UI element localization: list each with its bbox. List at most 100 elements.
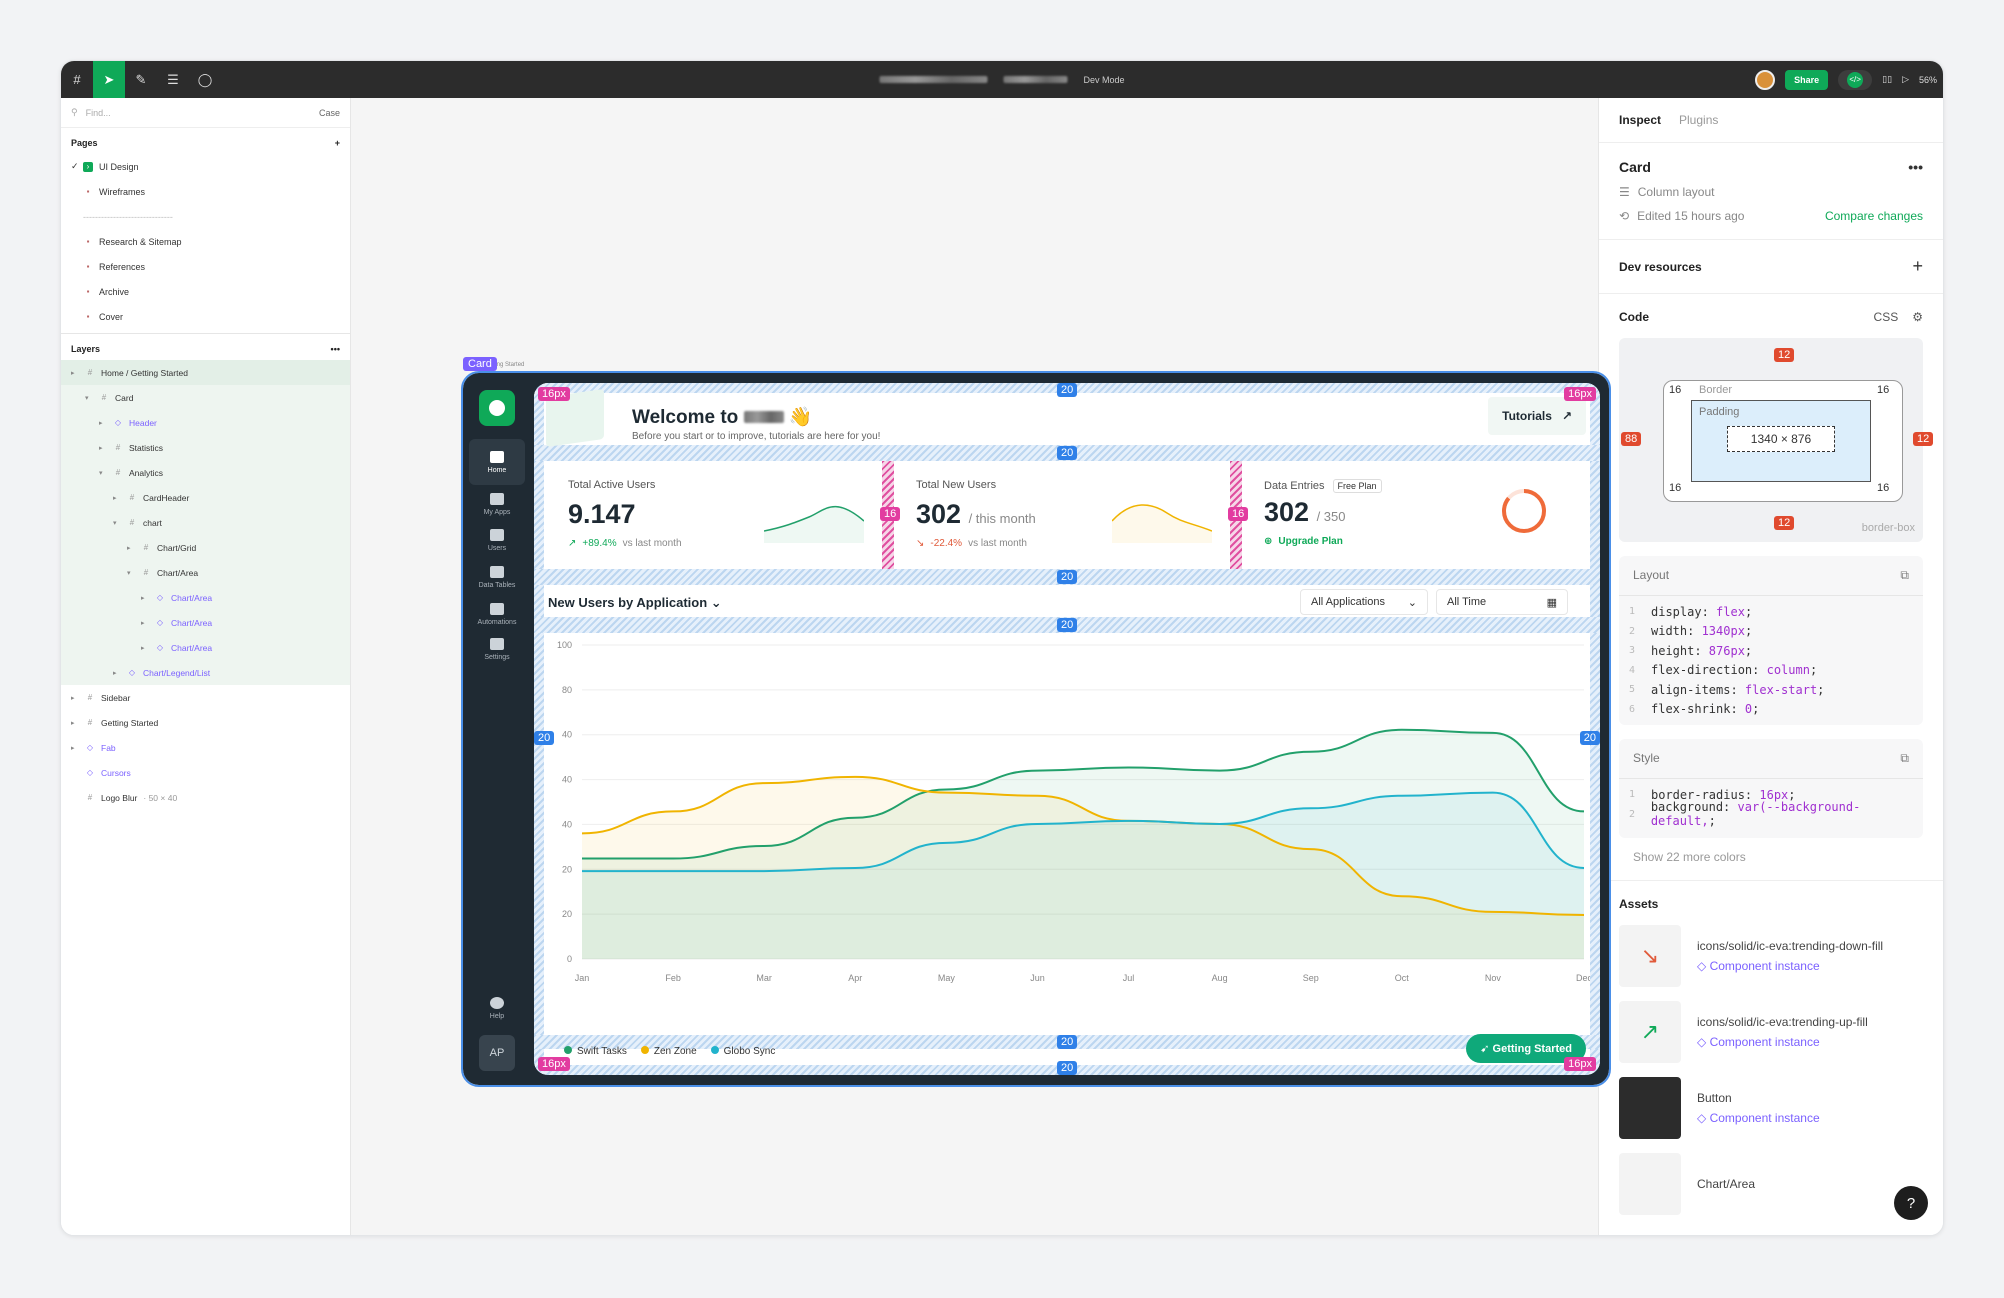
page-item[interactable]: ✓ › UI Design — [61, 154, 350, 179]
layer-row[interactable]: ▾ # chart — [61, 510, 350, 535]
asset-name: icons/solid/ic-eva:trending-down-fill — [1697, 939, 1884, 953]
frame-icon: # — [87, 368, 93, 377]
top-toolbar: # ➤ ✎ ☰ ◯ Dev Mode Share </> ▯▯ ▷ 56% — [61, 61, 1943, 98]
comment-tool-icon[interactable]: ◯ — [197, 71, 213, 87]
copy-icon[interactable]: ⧉ — [1900, 568, 1909, 582]
asset-item[interactable]: ↗ icons/solid/ic-eva:trending-up-fill ◇ Co… — [1619, 1001, 1923, 1063]
layer-row[interactable]: ▸ ◇ Chart/Area — [61, 585, 350, 610]
copy-icon[interactable]: ⧉ — [1900, 751, 1909, 765]
page-item[interactable]: ------------------------------ — [61, 204, 350, 229]
page-item[interactable]: ▪ Archive — [61, 279, 350, 304]
user-avatar[interactable] — [1755, 69, 1776, 90]
tab-inspect[interactable]: Inspect — [1619, 113, 1662, 127]
time-filter[interactable]: All Time ▦ — [1436, 589, 1568, 615]
layer-row[interactable]: ▸ # Sidebar — [61, 685, 350, 710]
box-sizing-label: border-box — [1861, 522, 1915, 534]
search-icon: ⚲ — [71, 107, 78, 117]
compare-changes-link[interactable]: Compare changes — [1824, 209, 1923, 223]
layer-row[interactable]: ▾ # Chart/Area — [61, 560, 350, 585]
help-button[interactable]: ? — [1894, 1186, 1928, 1220]
page-item[interactable]: ▪ Cover — [61, 304, 350, 329]
more-colors-link[interactable]: Show 22 more colors — [1633, 850, 1746, 864]
add-page-icon[interactable]: + — [334, 138, 340, 148]
layer-row[interactable]: ▸ # CardHeader — [61, 485, 350, 510]
sidebar-item-users[interactable]: Users — [469, 517, 525, 563]
layer-row[interactable]: ▸ # Home / Getting Started — [61, 360, 350, 385]
layer-size: · 50 × 40 — [143, 792, 178, 803]
layer-search[interactable]: ⚲ Find... Case — [61, 98, 350, 128]
upgrade-plan-link[interactable]: Upgrade Plan — [1278, 536, 1343, 547]
expand-caret-icon[interactable]: ▸ — [141, 594, 145, 602]
code-title[interactable]: Code — [1619, 310, 1649, 324]
layer-row[interactable]: ▾ # Card — [61, 385, 350, 410]
main-menu-icon[interactable]: # — [73, 72, 81, 87]
layer-row[interactable]: ▸ # Statistics — [61, 435, 350, 460]
layout-code[interactable]: Layout ⧉ 1 display: flex; 2 width: 1340px; 3 h… — [1619, 556, 1923, 725]
more-icon[interactable]: ••• — [330, 344, 340, 354]
expand-caret-icon[interactable]: ▸ — [113, 494, 117, 502]
expand-caret-icon[interactable]: ▸ — [127, 544, 131, 552]
library-icon[interactable]: ▯▯ — [1882, 74, 1893, 84]
expand-caret-icon[interactable]: ▾ — [85, 394, 89, 402]
layer-row[interactable]: ◇ Cursors — [61, 760, 350, 785]
case-toggle[interactable]: Case — [318, 107, 340, 118]
sidebar-item-data-tables[interactable]: Data Tables — [469, 554, 525, 600]
layer-row[interactable]: ▸ ◇ Fab — [61, 735, 350, 760]
expand-caret-icon[interactable]: ▸ — [71, 744, 75, 752]
applications-filter[interactable]: All Applications ⌄ — [1300, 589, 1428, 615]
page-name-blurred[interactable] — [1003, 76, 1068, 83]
user-avatar[interactable]: AP — [479, 1035, 515, 1071]
expand-caret-icon[interactable]: ▸ — [71, 694, 75, 702]
sidebar-item-help[interactable]: Help — [469, 985, 525, 1031]
expand-caret-icon[interactable]: ▸ — [141, 619, 145, 627]
expand-caret-icon[interactable]: ▾ — [99, 469, 103, 477]
page-item[interactable]: ▪ Research & Sitemap — [61, 229, 350, 254]
sidebar-item-home[interactable]: Home — [469, 439, 525, 485]
layer-row[interactable]: ▸ ◇ Chart/Area — [61, 610, 350, 635]
asset-item[interactable]: ↘ icons/solid/ic-eva:trending-down-fill ◇ … — [1619, 925, 1923, 987]
settings-icon[interactable]: ⚙ — [1912, 310, 1923, 324]
sidebar-item-automations[interactable]: Automations — [469, 591, 525, 637]
asset-item[interactable]: Chart/Area — [1619, 1153, 1923, 1215]
move-tool-icon[interactable]: ➤ — [93, 61, 125, 98]
expand-caret-icon[interactable]: ▸ — [71, 369, 75, 377]
x-tick-label: Nov — [1485, 973, 1502, 983]
expand-caret-icon[interactable]: ▸ — [99, 419, 103, 427]
expand-caret-icon[interactable]: ▸ — [113, 669, 117, 677]
annotate-tool-icon[interactable]: ✎ — [135, 71, 147, 87]
share-button[interactable]: Share — [1785, 69, 1829, 90]
expand-caret-icon[interactable]: ▸ — [141, 644, 145, 652]
asset-item[interactable]: Button ◇ Component instance — [1619, 1077, 1923, 1139]
tutorials-button[interactable]: Tutorials ↗ — [1488, 397, 1586, 435]
sidebar-item-settings[interactable]: Settings — [469, 626, 525, 672]
search-input[interactable]: Find... — [85, 107, 111, 118]
layer-row[interactable]: # Logo Blur · 50 × 40 — [61, 785, 350, 810]
sidebar-item-my-apps[interactable]: My Apps — [469, 481, 525, 527]
chart-title[interactable]: New Users by Application ⌄ — [548, 595, 722, 610]
add-resource-icon[interactable]: + — [1912, 256, 1923, 276]
design-frame[interactable]: Home My Apps Users Data Tables Automations Se… — [461, 371, 1611, 1087]
expand-caret-icon[interactable]: ▸ — [99, 444, 103, 452]
layer-row[interactable]: ▸ ◇ Header — [61, 410, 350, 435]
dev-mode-toggle[interactable]: </> — [1838, 69, 1873, 90]
present-icon[interactable]: ▷ — [1902, 74, 1909, 84]
zoom-level[interactable]: 56% — [1918, 74, 1937, 85]
page-item[interactable]: ▪ References — [61, 254, 350, 279]
expand-caret-icon[interactable]: ▸ — [71, 719, 75, 727]
layer-row[interactable]: ▾ # Analytics — [61, 460, 350, 485]
layer-row[interactable]: ▸ ◇ Chart/Area — [61, 635, 350, 660]
spacing-badge: 20 — [1579, 731, 1600, 745]
file-name-blurred[interactable] — [879, 76, 988, 83]
more-icon[interactable]: ••• — [1908, 159, 1923, 175]
tab-plugins[interactable]: Plugins — [1679, 113, 1719, 127]
layer-row[interactable]: ▸ ◇ Chart/Legend/List — [61, 660, 350, 685]
style-code[interactable]: Style ⧉ 1 border-radius: 16px; 2 background:… — [1619, 739, 1923, 838]
measure-tool-icon[interactable]: ☰ — [167, 71, 179, 87]
expand-caret-icon[interactable]: ▾ — [113, 519, 117, 527]
radius-badge: 16px — [538, 387, 570, 401]
layer-row[interactable]: ▸ # Getting Started — [61, 710, 350, 735]
expand-caret-icon[interactable]: ▾ — [127, 569, 131, 577]
language-select[interactable]: CSS — [1873, 310, 1899, 324]
layer-row[interactable]: ▸ # Chart/Grid — [61, 535, 350, 560]
page-item[interactable]: ▪ Wireframes — [61, 179, 350, 204]
